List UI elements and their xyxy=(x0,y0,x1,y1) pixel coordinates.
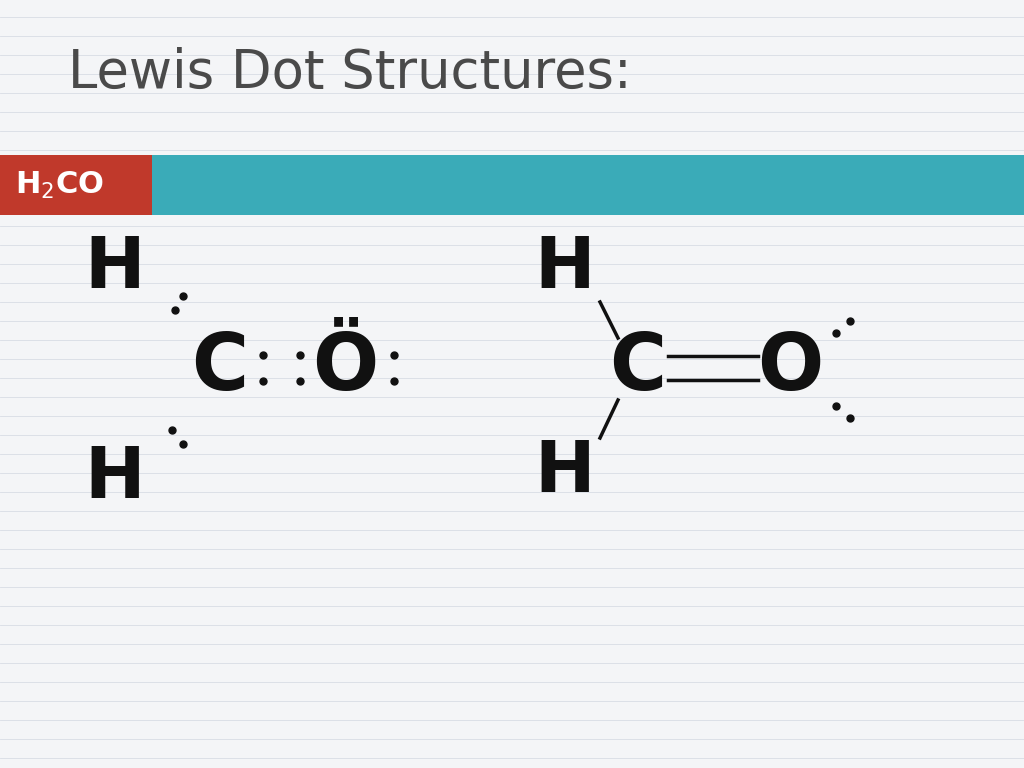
Bar xyxy=(152,155,1024,215)
Text: Ö: Ö xyxy=(312,330,378,406)
Text: H: H xyxy=(85,233,145,303)
Text: O: O xyxy=(757,330,823,406)
Text: H: H xyxy=(535,233,595,303)
Bar xyxy=(0,155,152,215)
Text: C: C xyxy=(609,330,667,406)
Text: H$_2$CO: H$_2$CO xyxy=(15,170,104,200)
Text: H: H xyxy=(535,439,595,508)
Text: Lewis Dot Structures:: Lewis Dot Structures: xyxy=(68,47,632,99)
Text: H: H xyxy=(85,443,145,512)
Text: C: C xyxy=(191,330,249,406)
